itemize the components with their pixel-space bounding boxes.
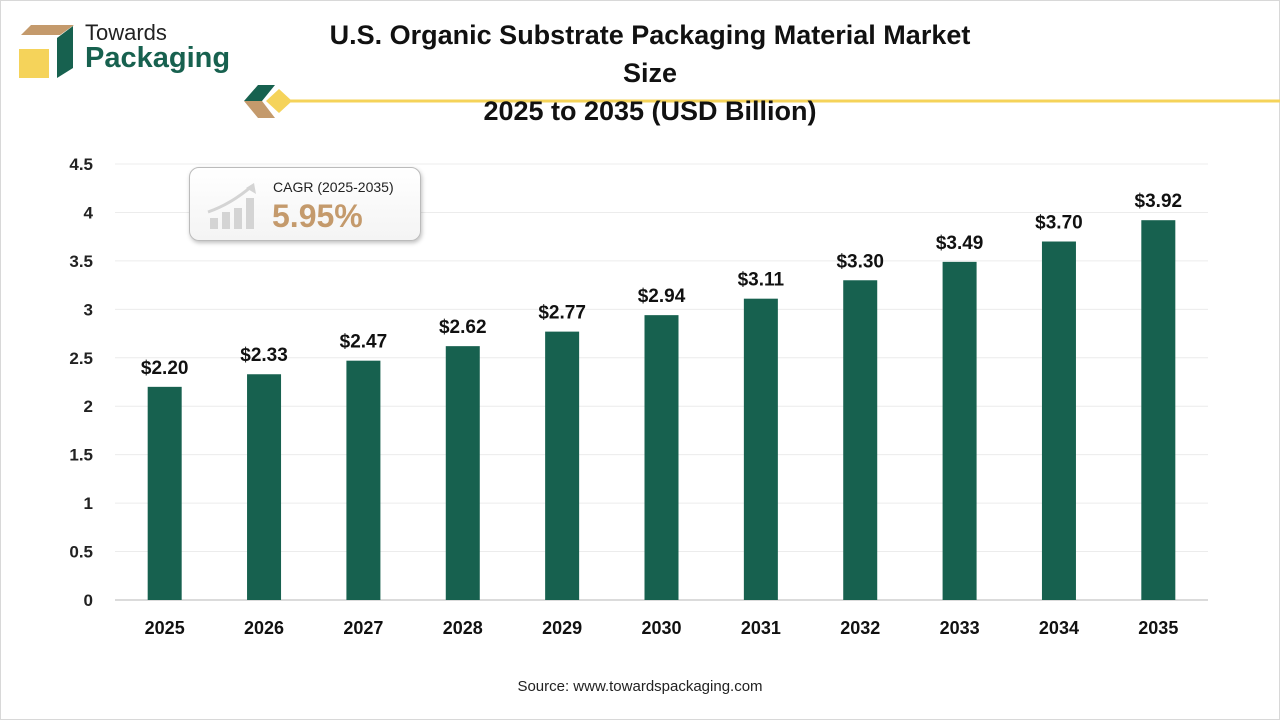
title-divider-ornament xyxy=(244,85,1280,118)
y-tick-label: 1 xyxy=(84,494,93,513)
x-tick-label: 2028 xyxy=(443,618,483,638)
bar xyxy=(346,360,381,600)
data-label: $2.94 xyxy=(638,286,686,307)
x-tick-label: 2030 xyxy=(641,618,681,638)
bar xyxy=(843,280,878,600)
y-tick-label: 0 xyxy=(84,591,93,610)
source-note: Source: www.towardspackaging.com xyxy=(517,678,763,695)
data-label: $3.49 xyxy=(936,233,984,254)
logo-text-packaging: Packaging xyxy=(85,42,231,74)
data-label: $3.70 xyxy=(1035,213,1083,234)
title-line-2: 2025 to 2035 (USD Billion) xyxy=(483,96,817,126)
chart-title: U.S. Organic Substrate Packaging Materia… xyxy=(300,16,1000,130)
y-tick-label: 1.5 xyxy=(69,446,93,465)
x-tick-label: 2027 xyxy=(343,618,383,638)
cagr-box: CAGR (2025-2035) 5.95% xyxy=(189,167,421,241)
logo-mark xyxy=(19,25,74,78)
x-tick-label: 2029 xyxy=(542,618,582,638)
y-tick-label: 2.5 xyxy=(69,349,93,368)
bar xyxy=(644,315,679,600)
x-tick-label: 2032 xyxy=(840,618,880,638)
cagr-label: CAGR (2025-2035) xyxy=(273,179,394,195)
bar xyxy=(247,374,282,600)
bar xyxy=(445,346,480,600)
x-tick-label: 2031 xyxy=(741,618,781,638)
y-tick-label: 0.5 xyxy=(69,543,93,562)
x-tick-label: 2033 xyxy=(940,618,980,638)
x-tick-label: 2034 xyxy=(1039,618,1079,638)
data-label: $2.62 xyxy=(439,317,487,338)
y-tick-label: 3 xyxy=(84,300,93,319)
bar xyxy=(147,386,182,600)
bar xyxy=(545,331,580,600)
y-tick-label: 3.5 xyxy=(69,252,93,271)
bar xyxy=(942,261,977,600)
data-label: $3.92 xyxy=(1135,191,1183,212)
data-label: $2.20 xyxy=(141,358,189,379)
data-label: $3.30 xyxy=(836,251,884,272)
y-tick-label: 4.5 xyxy=(69,155,93,174)
cagr-value: 5.95% xyxy=(272,198,363,234)
data-label: $3.11 xyxy=(738,270,785,291)
bar xyxy=(1141,220,1176,600)
growth-chart-icon xyxy=(207,183,256,229)
y-tick-label: 2 xyxy=(84,397,93,416)
logo-text-towards: Towards xyxy=(85,20,167,45)
data-label: $2.47 xyxy=(340,332,388,353)
bar xyxy=(743,298,778,600)
x-tick-label: 2025 xyxy=(145,618,185,638)
x-tick-label: 2035 xyxy=(1138,618,1178,638)
bar xyxy=(1041,241,1076,600)
y-tick-label: 4 xyxy=(84,203,94,222)
x-tick-label: 2026 xyxy=(244,618,284,638)
data-label: $2.33 xyxy=(240,345,288,366)
data-label: $2.77 xyxy=(538,303,586,324)
title-line-1: U.S. Organic Substrate Packaging Materia… xyxy=(329,20,971,88)
